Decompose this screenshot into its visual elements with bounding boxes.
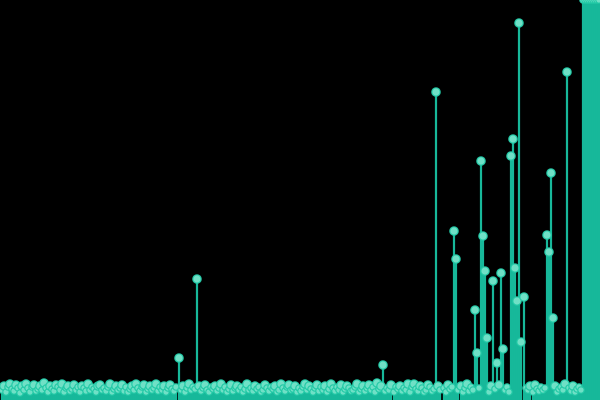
stem-marker [449, 226, 459, 236]
stem-marker [498, 344, 508, 354]
stem-marker [541, 384, 549, 392]
stem-marker [192, 274, 202, 284]
stem-marker [510, 263, 520, 273]
stem-marker [544, 247, 554, 257]
stem-marker [542, 230, 552, 240]
stem-marker [472, 348, 482, 358]
stem-marker [475, 384, 483, 392]
stem-marker [378, 360, 388, 370]
stem-marker [492, 358, 502, 368]
stem-marker [577, 386, 585, 394]
stem-marker [505, 388, 513, 396]
stem-marker [488, 276, 498, 286]
stem-marker [514, 18, 524, 28]
stem-marker [562, 67, 572, 77]
stem-marker [476, 156, 486, 166]
stem-marker [512, 296, 522, 306]
stem-marker [480, 266, 490, 276]
stem-marker [431, 87, 441, 97]
stem-marker [482, 333, 492, 343]
stem-marker [174, 353, 184, 363]
stem-marker [478, 231, 488, 241]
stem-marker [494, 380, 504, 390]
stem-marker [506, 151, 516, 161]
stem-marker [451, 254, 461, 264]
stem-marker [516, 337, 526, 347]
stem-marker [470, 305, 480, 315]
stem-marker [519, 292, 529, 302]
stem-marker [496, 268, 506, 278]
stem-marker [595, 0, 600, 4]
stem-marker [546, 168, 556, 178]
stem-marker [508, 134, 518, 144]
stem-marker [448, 383, 456, 391]
stem-marker [548, 313, 558, 323]
